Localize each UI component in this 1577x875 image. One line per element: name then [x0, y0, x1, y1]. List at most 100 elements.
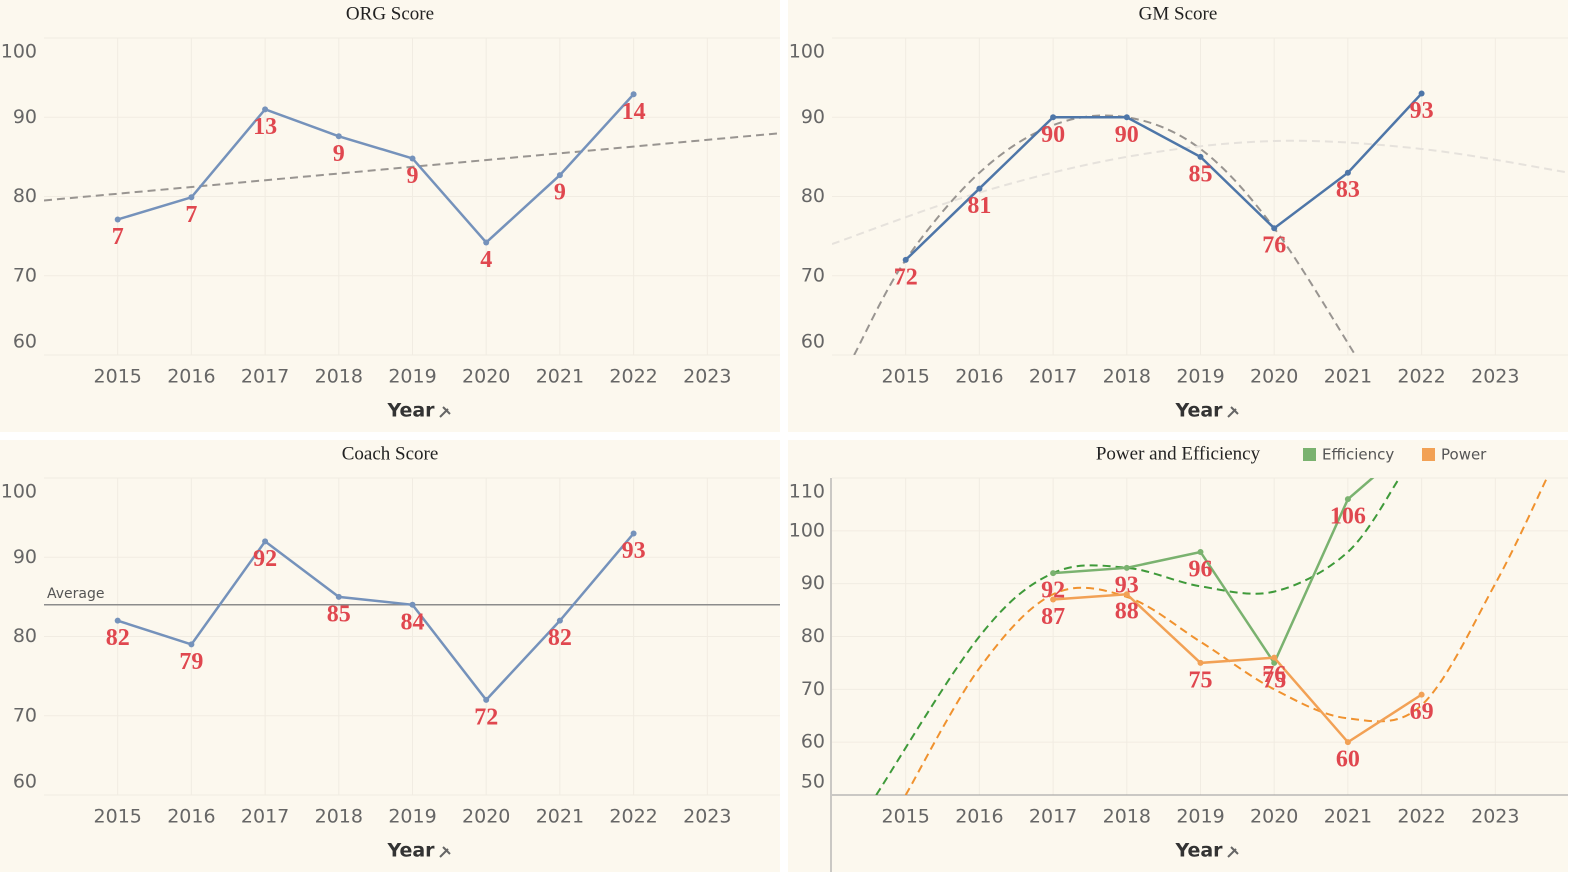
- data-label: 7: [185, 202, 197, 228]
- data-label: 7: [112, 224, 124, 250]
- trend-line: [875, 478, 1401, 795]
- x-axis-title: Year: [386, 400, 435, 422]
- data-point: [1197, 153, 1204, 160]
- data-label: 82: [548, 625, 572, 651]
- data-point: [1418, 90, 1425, 97]
- data-point: [1123, 591, 1130, 598]
- panel-background: [788, 440, 1568, 872]
- pin-icon: [1227, 406, 1239, 418]
- data-label: 14: [622, 99, 646, 125]
- data-line: [117, 532, 635, 702]
- data-point: [1344, 496, 1351, 503]
- x-tick-label: 2016: [167, 366, 215, 388]
- data-label: 72: [894, 264, 918, 290]
- chart-panel: GM Score 2015 2016 2017 2018 2019 2020 2021 2022…: [788, 0, 1568, 432]
- data-point: [1050, 114, 1057, 121]
- data-label: 90: [1041, 122, 1065, 148]
- chart-panel: ORG Score 2015 2016 2017 2018 2019 2020 2021 202…: [0, 0, 780, 432]
- x-tick-label: 2021: [1324, 806, 1372, 828]
- y-tick-label: 70: [13, 264, 37, 286]
- data-point: [483, 239, 490, 246]
- chart-title: GM Score: [1139, 3, 1218, 24]
- x-tick-label: 2016: [167, 806, 215, 828]
- x-tick-label: 2016: [955, 366, 1003, 388]
- x-tick-label: 2023: [683, 366, 731, 388]
- chart-panel: Power and Efficiency 2015 2016 2017 2018 2019…: [788, 440, 1568, 872]
- data-label: 106: [1330, 504, 1366, 530]
- x-tick-label: 2022: [609, 806, 657, 828]
- x-tick-label: 2015: [882, 366, 930, 388]
- y-tick-label: 110: [789, 481, 825, 503]
- x-tick-label: 2017: [1029, 806, 1077, 828]
- trend-line: [44, 132, 780, 202]
- chart-title: Power and Efficiency: [1096, 443, 1261, 464]
- x-tick-label: 2017: [1029, 366, 1077, 388]
- y-tick-label: 100: [1, 41, 37, 63]
- y-tick-label: 50: [801, 771, 825, 793]
- data-point: [1050, 570, 1057, 577]
- x-tick-label: 2023: [1471, 806, 1519, 828]
- x-tick-label: 2015: [882, 806, 930, 828]
- data-point: [1050, 596, 1057, 603]
- chart-panel: Coach Score 2015 2016 2017 2018 2019 2020 2021 2…: [0, 440, 780, 872]
- y-tick-label: 70: [13, 704, 37, 726]
- x-tick-label: 2019: [1176, 366, 1224, 388]
- data-point: [114, 617, 121, 624]
- data-label: 83: [1336, 177, 1360, 203]
- data-line: [1053, 478, 1375, 666]
- x-tick-label: 2018: [315, 366, 363, 388]
- data-point: [409, 155, 416, 162]
- y-tick-label: 80: [13, 185, 37, 207]
- y-tick-label: 90: [801, 572, 825, 594]
- data-label: 76: [1262, 662, 1286, 688]
- data-label: 75: [1189, 667, 1213, 693]
- x-tick-label: 2022: [1397, 366, 1445, 388]
- trend-line: [832, 139, 1568, 245]
- y-tick-label: 70: [801, 678, 825, 700]
- data-label: 90: [1115, 122, 1139, 148]
- x-tick-label: 2021: [536, 366, 584, 388]
- y-tick-label: 80: [801, 185, 825, 207]
- data-label: 85: [1189, 161, 1213, 187]
- y-tick-label: 100: [789, 519, 825, 541]
- x-tick-label: 2022: [609, 366, 657, 388]
- data-label: 79: [179, 649, 203, 675]
- data-point: [1197, 548, 1204, 555]
- legend-swatch: [1303, 448, 1316, 461]
- data-label: 96: [1189, 556, 1213, 582]
- pin-icon: [1227, 846, 1239, 858]
- panel-background: [0, 440, 780, 872]
- data-label: 87: [1041, 604, 1065, 630]
- y-tick-label: 60: [13, 331, 37, 353]
- y-tick-label: 60: [801, 331, 825, 353]
- chart-title: Coach Score: [342, 443, 439, 464]
- data-label: 92: [253, 546, 277, 572]
- data-label: 9: [333, 141, 345, 167]
- reference-label: Average: [47, 586, 105, 602]
- data-point: [1123, 564, 1130, 571]
- data-point: [188, 641, 195, 648]
- x-axis-title: Year: [1174, 840, 1223, 862]
- y-tick-label: 90: [13, 106, 37, 128]
- data-point: [1271, 225, 1278, 232]
- x-tick-label: 2019: [388, 806, 436, 828]
- x-tick-label: 2020: [1250, 806, 1298, 828]
- data-point: [976, 185, 983, 192]
- x-tick-label: 2020: [1250, 366, 1298, 388]
- data-point: [1271, 659, 1278, 666]
- data-label: 84: [401, 609, 425, 635]
- data-point: [114, 216, 121, 223]
- data-label: 88: [1115, 599, 1139, 625]
- x-tick-label: 2018: [1103, 806, 1151, 828]
- x-tick-label: 2023: [1471, 366, 1519, 388]
- data-point: [188, 194, 195, 201]
- x-tick-label: 2020: [462, 366, 510, 388]
- data-point: [335, 593, 342, 600]
- x-tick-label: 2017: [241, 366, 289, 388]
- x-tick-label: 2018: [315, 806, 363, 828]
- pin-icon: [439, 406, 451, 418]
- y-tick-label: 60: [13, 771, 37, 793]
- x-tick-label: 2016: [955, 806, 1003, 828]
